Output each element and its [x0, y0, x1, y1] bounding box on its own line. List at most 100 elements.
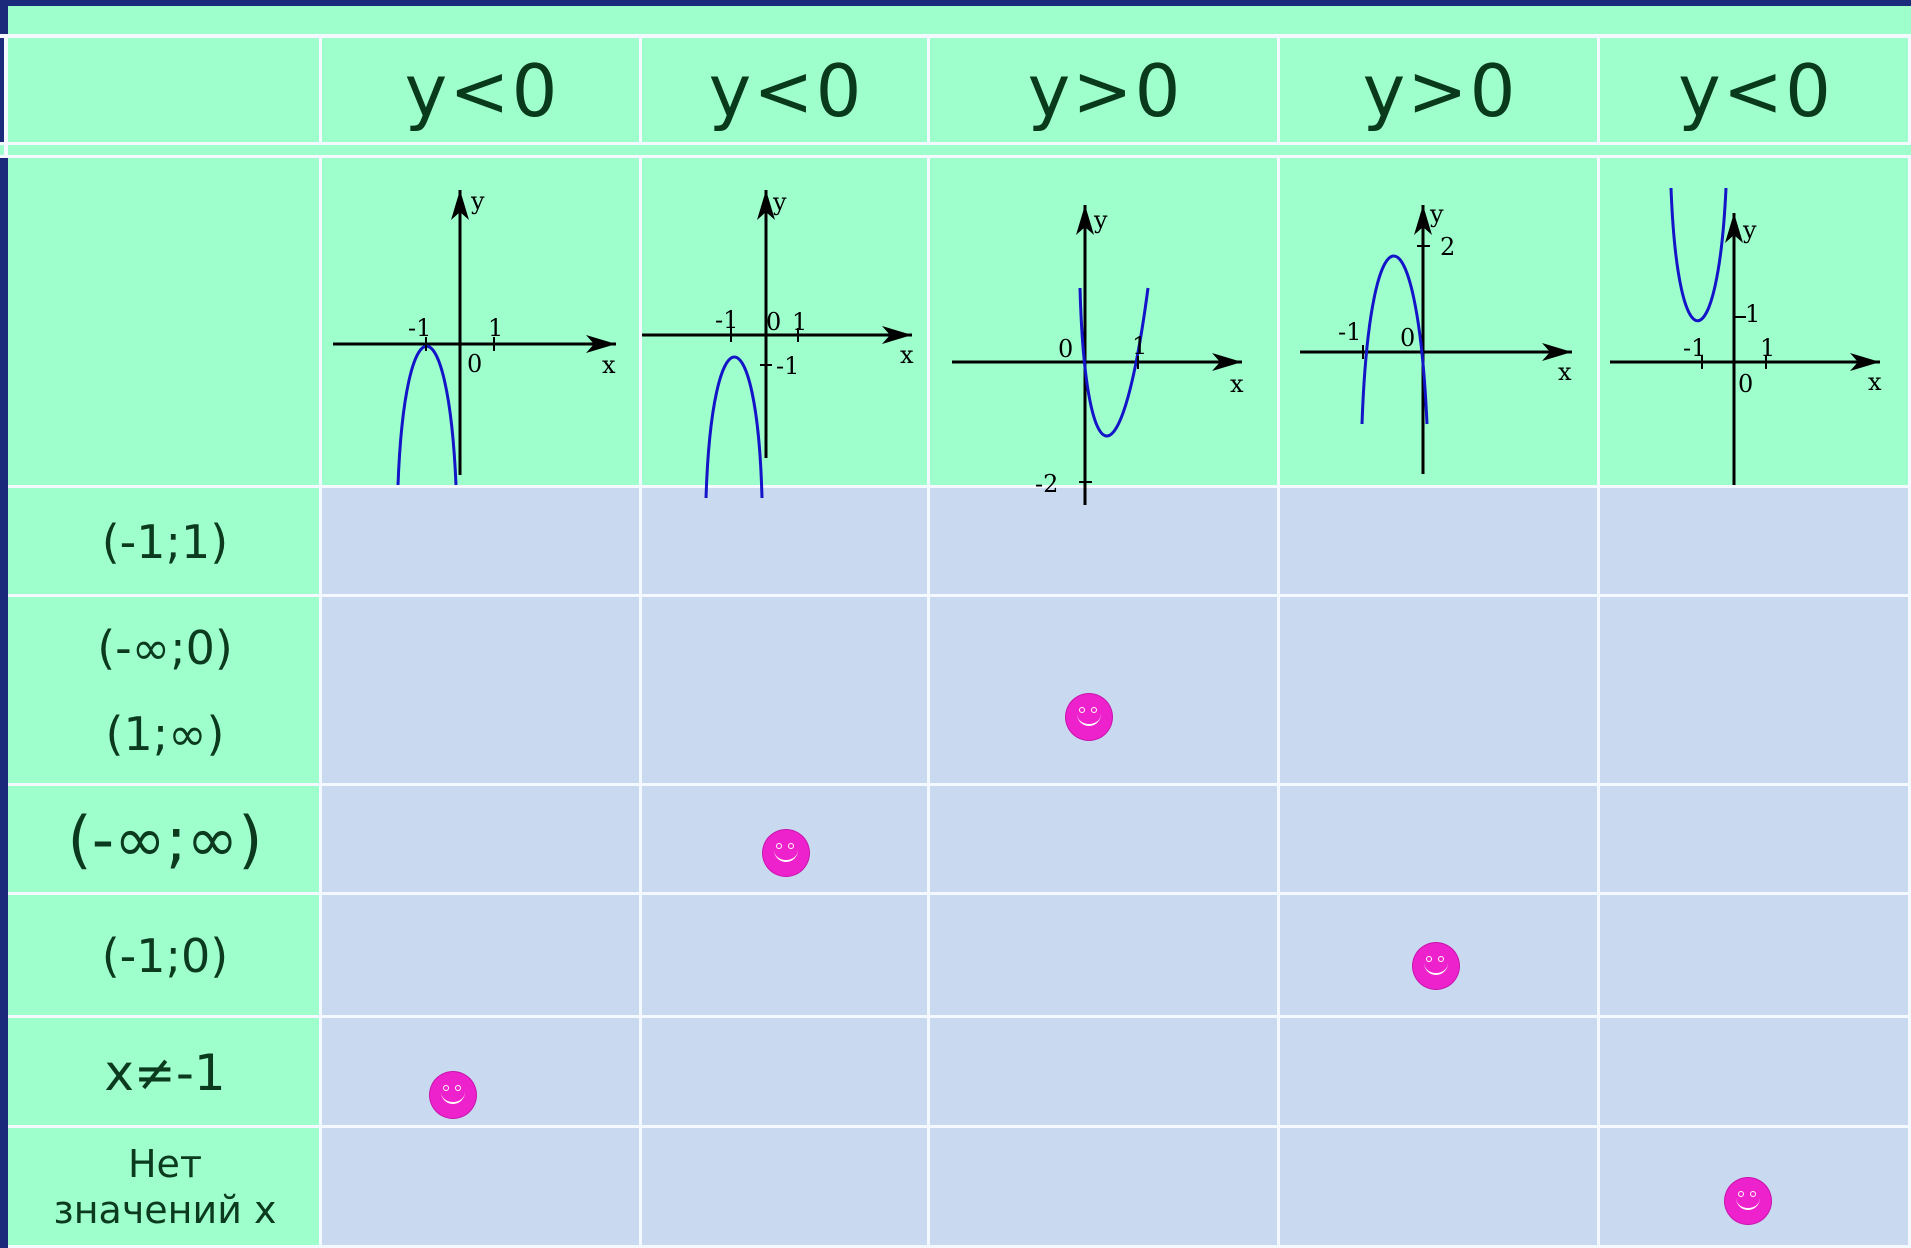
- smiley-eye: [443, 1085, 449, 1091]
- smiley-eye: [455, 1085, 461, 1091]
- axis-label: x: [1230, 370, 1244, 398]
- y-arrow: [757, 190, 775, 220]
- parabola-curve: [1360, 254, 1429, 425]
- column-header-1: y<0: [404, 49, 560, 133]
- axis-label: y: [1742, 216, 1757, 244]
- smiley-eye: [776, 843, 782, 849]
- row-label-5: x≠-1: [8, 1018, 322, 1128]
- table-cell: [642, 786, 930, 895]
- parabola-curve: [1669, 187, 1728, 323]
- axis-label: y: [772, 188, 787, 216]
- axis-label: -1: [715, 306, 738, 334]
- table-cell: [1600, 895, 1911, 1018]
- table-cell: [8, 36, 322, 158]
- smiley-eye: [788, 843, 794, 849]
- row-label-line: (-1;1): [101, 514, 229, 569]
- table-cell: [930, 1018, 1280, 1128]
- top-strip: [8, 6, 1911, 36]
- row-label-4: (-1;0): [8, 895, 322, 1018]
- table-cell: [8, 158, 322, 488]
- axis-label: y: [1429, 200, 1444, 228]
- axis-label: 0: [1400, 324, 1415, 352]
- axis-label: x: [900, 341, 914, 369]
- axis-label: 1: [1745, 300, 1760, 328]
- column-header-2: y<0: [708, 49, 864, 133]
- y-arrow: [1414, 205, 1432, 235]
- row-label-line: (-1;0): [101, 928, 229, 983]
- axis-label: -1: [1683, 334, 1706, 362]
- axis-label: 1: [488, 314, 503, 342]
- table-cell: [930, 158, 1280, 488]
- table-cell: [930, 786, 1280, 895]
- axis-label: 0: [1738, 370, 1753, 398]
- table-cell: [8, 1018, 322, 1128]
- parabola-curve: [396, 345, 458, 486]
- table-cell: [322, 895, 642, 1018]
- smiley-icon: [1413, 943, 1459, 989]
- smiley-mouth: [1424, 963, 1448, 975]
- table-cell: [1600, 488, 1911, 597]
- table-cell: [322, 786, 642, 895]
- smiley-eye: [1091, 707, 1097, 713]
- x-arrow: [882, 326, 912, 344]
- table-cell: [642, 1018, 930, 1128]
- column-header-5: y<0: [1678, 49, 1833, 133]
- column-header-3: y>0: [1027, 49, 1183, 133]
- axis-label: 0: [467, 350, 482, 378]
- graph-3: y x 0 1 -2: [952, 205, 1244, 505]
- row-label-6: Нет значений x: [8, 1128, 322, 1248]
- table-cell: [322, 1128, 642, 1248]
- table-cell: [1280, 786, 1600, 895]
- graph-2: y x -1 0 1 -1: [642, 188, 914, 499]
- axis-label: x: [1868, 368, 1882, 396]
- axis-label: 1: [792, 308, 807, 336]
- row-label-line: (1;∞): [105, 706, 225, 761]
- axis-label: y: [1093, 206, 1108, 234]
- table-cell: [642, 597, 930, 786]
- header-top-line: [0, 34, 1911, 38]
- table-cell: [1600, 786, 1911, 895]
- table-cell: [8, 488, 322, 597]
- smiley-icon: [1725, 1178, 1771, 1224]
- table-cell: [642, 158, 930, 488]
- row-label-line: x≠-1: [104, 1044, 226, 1102]
- axis-label: x: [602, 351, 616, 379]
- table-cell: [1600, 597, 1911, 786]
- table-cell: [1280, 1018, 1600, 1128]
- table-cell: [642, 1128, 930, 1248]
- y-arrow: [1725, 213, 1743, 243]
- smiley-eye: [1438, 956, 1444, 962]
- axis-label: -1: [408, 314, 431, 342]
- table-cell: [1280, 488, 1600, 597]
- table-cell: [642, 895, 930, 1018]
- x-arrow: [1542, 343, 1572, 361]
- column-header-4: y>0: [1362, 49, 1518, 133]
- graph-1: y x -1 10: [333, 187, 616, 486]
- table-cell: [930, 488, 1280, 597]
- smiley-eye: [1079, 707, 1085, 713]
- smiley-mouth: [441, 1092, 465, 1104]
- table-cell: [322, 1018, 642, 1128]
- axis-label: 0: [1058, 335, 1073, 363]
- smiley-eye: [1426, 956, 1432, 962]
- table-cell: [8, 597, 322, 786]
- smiley-mouth: [1736, 1198, 1760, 1210]
- row-label-line: Нет: [127, 1142, 203, 1187]
- smiley-mouth: [1077, 714, 1101, 726]
- graph-5: yx1-1 10: [1610, 187, 1882, 485]
- x-arrow: [1850, 353, 1880, 371]
- left-frame-line: [4, 36, 8, 158]
- table-cell: [8, 895, 322, 1018]
- row-label-line: (-∞;0): [97, 621, 233, 676]
- smiley-eye: [1738, 1191, 1744, 1197]
- table-cell: [322, 488, 642, 597]
- axis-label: -2: [1035, 470, 1058, 498]
- row-label-line: (-∞;∞): [67, 803, 263, 877]
- table-cell: [930, 597, 1280, 786]
- table-cell: [930, 1128, 1280, 1248]
- table-cell: [8, 1128, 322, 1248]
- smiley-icon: [763, 830, 809, 876]
- table-cell: [642, 488, 930, 597]
